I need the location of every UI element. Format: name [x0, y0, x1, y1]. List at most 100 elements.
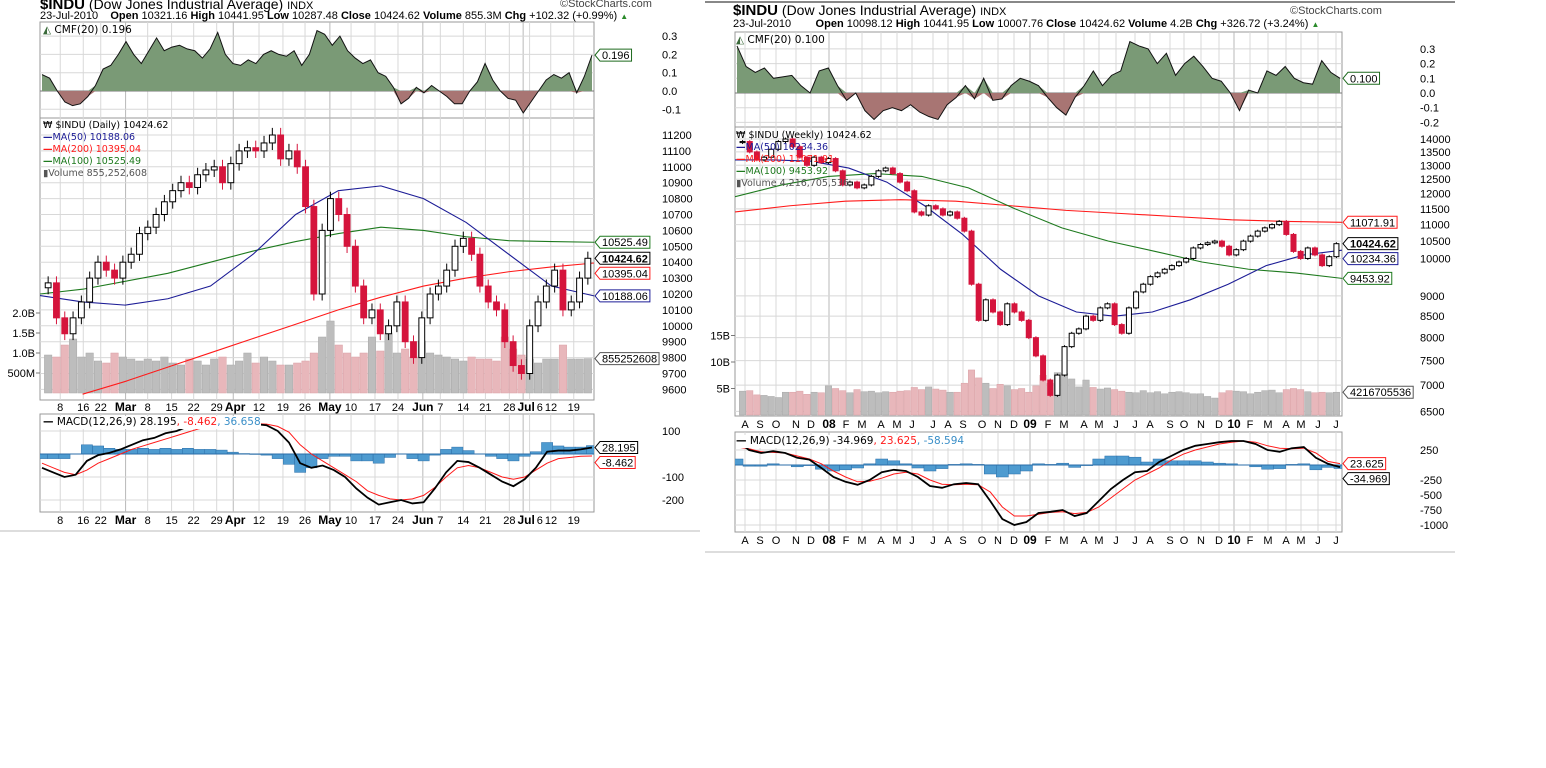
bar-chart-icon: ▮ [43, 168, 49, 179]
chart2-price-tick-label: 9000 [1420, 291, 1444, 303]
chart1-ma100-tag-group: 10525.49 [594, 235, 651, 249]
chart1-macd-histogram-bar [507, 453, 520, 462]
chart2-candle-body [918, 211, 925, 216]
chart2-macd-histogram-bar [1176, 460, 1190, 466]
chart2-x-tick-label: J [909, 535, 915, 547]
chart1-macd-tag-group: 28.195 [594, 441, 639, 455]
chart1-cmf-tick-label: -0.1 [662, 104, 681, 116]
ma100-legend-text: MA(100) 9453.92 [745, 166, 829, 177]
chart2-candle-body [1040, 355, 1047, 381]
chart2-cmf-tick-label: -0.1 [1420, 103, 1439, 115]
chart2-ma100-tag: 9453.92 [1350, 273, 1390, 285]
chart2-candle-body [839, 170, 846, 186]
chart1-signal-tag: -8.462 [602, 458, 633, 470]
chart1-x-tick-label: 7 [437, 515, 443, 527]
chart1-volume-bar [401, 348, 410, 394]
chart1-x-tick-label: Mar [115, 400, 137, 414]
chart2-quote-line: 23-Jul-2010 Open 10098.12 High 10441.95 … [733, 19, 1319, 30]
chart2-x-tick-label: F [1045, 419, 1052, 431]
ma200-legend: —MA(200) 10395.04 [43, 144, 142, 155]
chart2-x-tick-label: J [930, 419, 936, 431]
chart2-volume-bar [1211, 397, 1219, 416]
chart1-x-tick-label: 21 [479, 515, 491, 527]
chart2-volume-bar [903, 390, 911, 416]
chart2-copyright[interactable]: ©StockCharts.com [1290, 5, 1382, 17]
chart1-candle-body [86, 277, 94, 303]
chart2-candle-body [925, 205, 932, 216]
chart1-candle-body [194, 174, 202, 188]
chart2-volume-bar [875, 392, 882, 416]
chart1-price-tick-label: 11200 [662, 130, 692, 142]
chart1-volume-bar [85, 352, 94, 394]
chart2-candle-body [1333, 243, 1340, 258]
chart1-x-tick-label: May [318, 513, 342, 527]
chart2-macd-histogram-bar [887, 460, 901, 466]
chart1-candle-body [360, 285, 368, 319]
bar-chart-icon: ▮ [736, 178, 742, 189]
chart1-macd-histogram-bar [182, 448, 194, 455]
chart1-volume-bar [193, 360, 202, 394]
chart2-volume-bar [1189, 393, 1197, 416]
chart2-cmf-tick-label: 0.1 [1420, 73, 1435, 85]
chart1-volume-bar [351, 356, 360, 394]
chart1-macd-histogram-bar [193, 449, 206, 455]
chart1-macd-legend: — MACD(12,26,9) 28.195, -8.462, 36.658 [43, 416, 261, 429]
chart1-volume-bar [218, 356, 227, 394]
chart2-volume-bar [1282, 389, 1290, 416]
chart2-candle-body [889, 167, 896, 175]
chart2-ma200-line [735, 199, 1342, 223]
chart1-candle-body [185, 182, 193, 188]
chart2-volume-bar [1297, 389, 1305, 416]
chart1-x-tick-label: 14 [457, 402, 469, 414]
chart2-volume-bar [996, 384, 1004, 416]
chart1-copyright[interactable]: ©StockCharts.com [560, 0, 652, 10]
chart2-x-tick-label: M [892, 419, 901, 431]
chart2-candle-body [1218, 240, 1225, 247]
chart2-cmf-value-tag-box [1342, 71, 1381, 85]
chart1-volume-bar [69, 338, 78, 394]
chart2-price-tick-label: 11500 [1420, 204, 1450, 216]
chart2-volume-bar [774, 397, 782, 416]
chart2-price-tick-label: 14000 [1420, 134, 1451, 146]
chart1-x-tick-label: 14 [457, 515, 469, 527]
chart2-x-tick-label: O [772, 535, 781, 547]
chart1-macd-tick-label: 100 [662, 426, 680, 438]
chart2-volume-bar [896, 390, 904, 416]
chart1-candle-body [476, 253, 484, 287]
ma200-legend: —MA(200) 11071.91 [736, 154, 835, 165]
chart2-candle-body [846, 181, 853, 186]
chart2-macd-line [736, 440, 1341, 526]
chart1-x-tick-label: 10 [345, 402, 357, 414]
chart2-volume-bar [1068, 378, 1076, 416]
chart2-candle-body [947, 211, 954, 216]
chart1-candle-body [451, 245, 459, 271]
chart2-candle-body [782, 138, 789, 143]
chart1-close-tag: 10424.62 [602, 253, 648, 265]
chart2-cmf-neg-area [737, 93, 1340, 120]
chart2-volume-bar [989, 388, 997, 416]
chart2-cmf-tick-label: 0.3 [1420, 44, 1435, 56]
chart2-candle-body [753, 151, 760, 161]
chart1-price-tick-label: 10700 [662, 210, 693, 222]
chart1-volume-bar [434, 354, 443, 394]
chart2-candle-body [1097, 307, 1104, 321]
chart1-volume-bar [426, 352, 435, 394]
chart1-price-series [40, 127, 594, 395]
chart2-volume-bar [1125, 391, 1133, 416]
chart2-close-tag: 10424.62 [1350, 239, 1396, 251]
chart1-x-tick-label: Jun [412, 513, 433, 527]
chart2-candle-body [832, 158, 839, 172]
chart1-x-tick-label: 22 [188, 402, 200, 414]
chart1-volume-bar [451, 358, 459, 394]
chart1-volume-bar [177, 364, 185, 394]
chart1-x-tick-label: Jul [517, 513, 534, 527]
chart2-volume-bar [882, 391, 890, 416]
chart2-candle-body [768, 148, 775, 158]
chart1-price-tick-label: 10900 [662, 178, 693, 190]
chart2-date: 23-Jul-2010 [733, 18, 792, 30]
chart2-x-tick-label: O [978, 419, 987, 431]
chart2-candle-body [854, 181, 861, 189]
area-chart-icon: ◭ [736, 34, 745, 46]
chart1-volume-bar [326, 320, 335, 394]
chart1-macd-tick-label: -100 [662, 472, 684, 484]
